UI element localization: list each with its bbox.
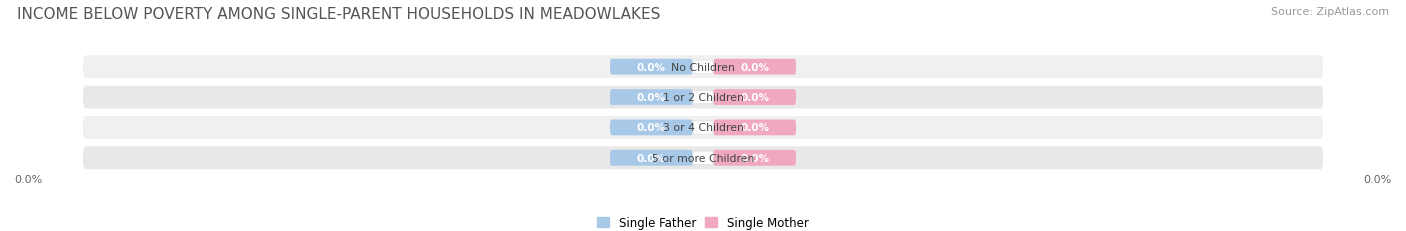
Text: 0.0%: 0.0%	[740, 62, 769, 72]
FancyBboxPatch shape	[693, 91, 713, 104]
Text: INCOME BELOW POVERTY AMONG SINGLE-PARENT HOUSEHOLDS IN MEADOWLAKES: INCOME BELOW POVERTY AMONG SINGLE-PARENT…	[17, 7, 661, 22]
FancyBboxPatch shape	[610, 60, 693, 75]
Text: 3 or 4 Children: 3 or 4 Children	[662, 123, 744, 133]
FancyBboxPatch shape	[713, 60, 796, 75]
Text: 0.0%: 0.0%	[740, 153, 769, 163]
Text: 0.0%: 0.0%	[740, 93, 769, 103]
FancyBboxPatch shape	[713, 90, 796, 106]
Text: 0.0%: 0.0%	[740, 123, 769, 133]
FancyBboxPatch shape	[610, 120, 693, 136]
Text: 0.0%: 0.0%	[637, 62, 666, 72]
Text: 0.0%: 0.0%	[637, 153, 666, 163]
FancyBboxPatch shape	[610, 150, 693, 166]
FancyBboxPatch shape	[83, 116, 1323, 139]
Legend: Single Father, Single Mother: Single Father, Single Mother	[593, 211, 813, 231]
Text: 0.0%: 0.0%	[637, 123, 666, 133]
FancyBboxPatch shape	[83, 56, 1323, 79]
FancyBboxPatch shape	[693, 152, 713, 165]
Text: No Children: No Children	[671, 62, 735, 72]
Text: Source: ZipAtlas.com: Source: ZipAtlas.com	[1271, 7, 1389, 17]
FancyBboxPatch shape	[83, 147, 1323, 170]
Text: 0.0%: 0.0%	[14, 174, 42, 184]
FancyBboxPatch shape	[83, 86, 1323, 109]
Text: 1 or 2 Children: 1 or 2 Children	[662, 93, 744, 103]
FancyBboxPatch shape	[713, 120, 796, 136]
FancyBboxPatch shape	[610, 90, 693, 106]
FancyBboxPatch shape	[693, 121, 713, 134]
Text: 5 or more Children: 5 or more Children	[652, 153, 754, 163]
FancyBboxPatch shape	[713, 150, 796, 166]
Text: 0.0%: 0.0%	[637, 93, 666, 103]
FancyBboxPatch shape	[693, 61, 713, 74]
Text: 0.0%: 0.0%	[1364, 174, 1392, 184]
